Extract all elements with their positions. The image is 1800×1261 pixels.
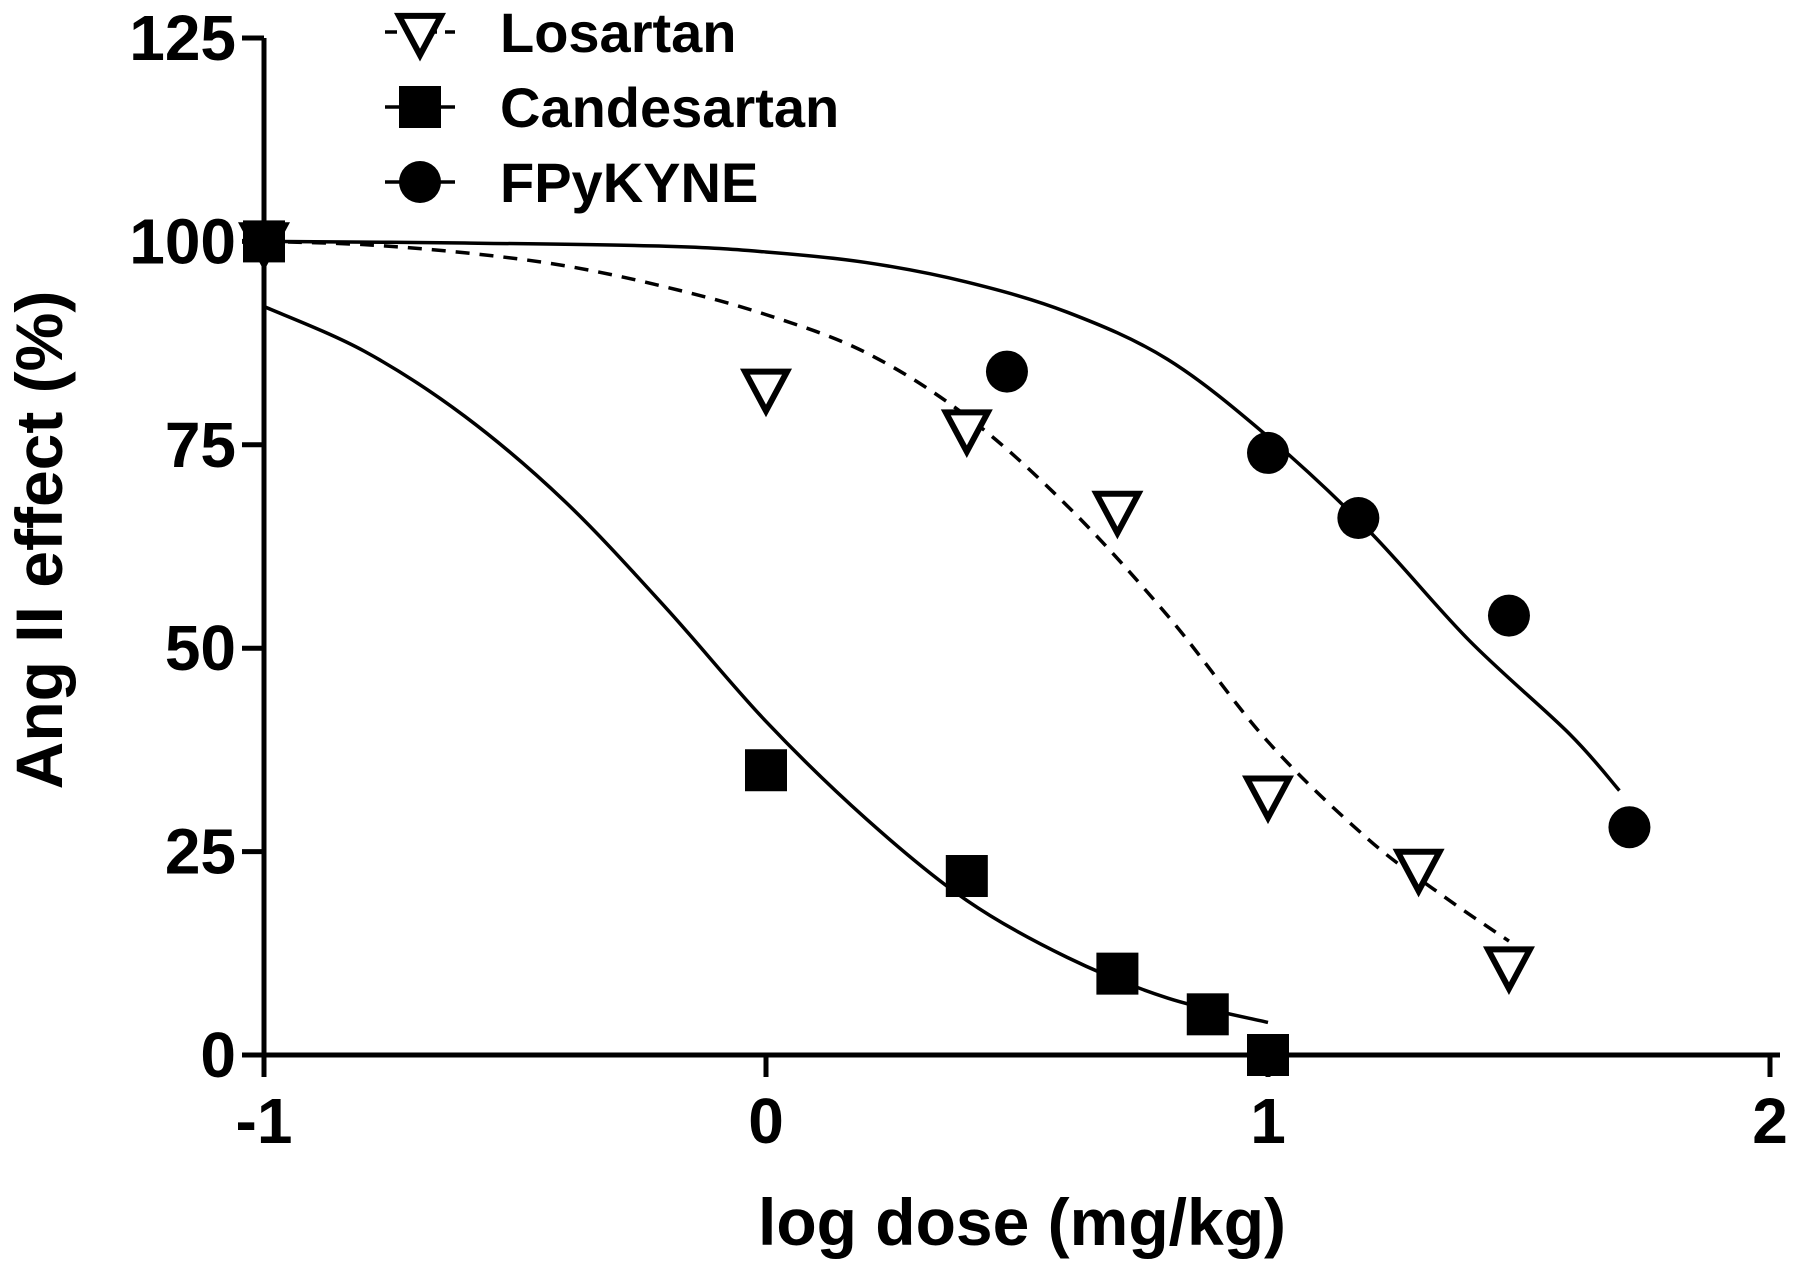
data-point-losartan — [1241, 775, 1295, 825]
legend-label-losartan: Losartan — [500, 1, 737, 64]
legend-marker-fpykyne — [399, 161, 441, 203]
data-point-candesartan — [1186, 993, 1229, 1036]
x-axis-label: log dose (mg/kg) — [758, 1185, 1286, 1259]
fit-curves — [263, 239, 1621, 1025]
x-ticks: -1 0 1 2 — [236, 1055, 1788, 1157]
legend-label-fpykyne: FPyKYNE — [500, 151, 758, 214]
data-point-fpykyne — [985, 350, 1028, 393]
y-tick-label: 0 — [200, 1019, 236, 1091]
data-point-candesartan — [1247, 1034, 1289, 1076]
legend: Losartan Candesartan FPyKYNE — [385, 1, 839, 214]
data-point-fpykyne — [1487, 594, 1530, 637]
x-tick-label: 2 — [1752, 1085, 1788, 1157]
data-point-fpykyne — [1608, 806, 1651, 849]
y-tick-label: 125 — [129, 2, 236, 74]
fit-curve-losartan — [263, 239, 1510, 943]
legend-label-candesartan: Candesartan — [500, 76, 839, 139]
data-point-candesartan — [945, 855, 988, 898]
data-point-fpykyne — [1247, 431, 1289, 474]
data-point-losartan — [1392, 848, 1445, 898]
data-point-candesartan — [243, 220, 285, 263]
y-ticks: 0 25 50 75 100 125 — [129, 2, 264, 1091]
legend-item-candesartan: Candesartan — [385, 76, 839, 139]
y-tick-label: 75 — [165, 409, 236, 481]
legend-marker-candesartan — [399, 86, 441, 128]
y-tick-label: 25 — [165, 816, 236, 888]
data-point-losartan — [739, 368, 793, 418]
data-point-losartan — [1482, 946, 1535, 995]
legend-item-fpykyne: FPyKYNE — [385, 151, 758, 214]
data-markers — [237, 220, 1651, 1076]
y-tick-label: 100 — [129, 205, 236, 277]
y-axis-label: Ang II effect (%) — [2, 291, 76, 790]
data-point-fpykyne — [1337, 497, 1380, 540]
data-point-losartan — [940, 409, 993, 458]
data-point-candesartan — [745, 749, 787, 792]
y-tick-label: 50 — [165, 612, 236, 684]
x-tick-label: -1 — [236, 1085, 293, 1157]
legend-marker-losartan — [393, 12, 447, 62]
x-tick-label: 0 — [748, 1085, 784, 1157]
data-point-losartan — [1091, 490, 1144, 540]
axes — [261, 38, 1780, 1058]
fit-curve-candesartan — [263, 304, 1269, 1025]
legend-item-losartan: Losartan — [385, 1, 737, 64]
fit-curve-fpykyne — [263, 239, 1621, 792]
x-tick-label: 1 — [1250, 1085, 1286, 1157]
data-point-candesartan — [1096, 952, 1139, 995]
